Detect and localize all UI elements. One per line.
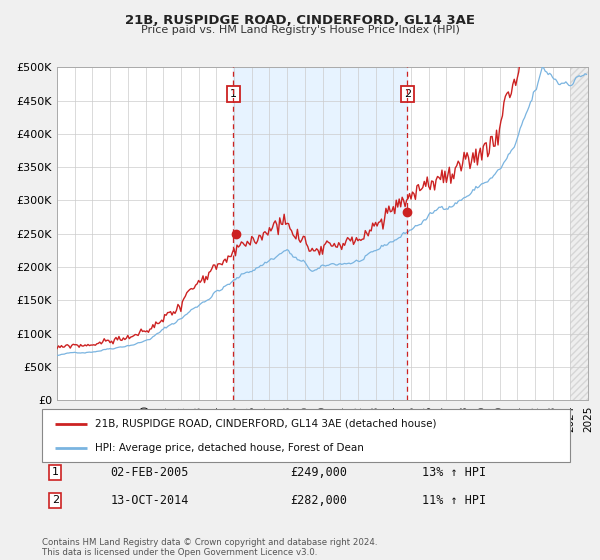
Text: Contains HM Land Registry data © Crown copyright and database right 2024.
This d: Contains HM Land Registry data © Crown c… (42, 538, 377, 557)
Text: 2: 2 (404, 89, 411, 99)
Text: Price paid vs. HM Land Registry's House Price Index (HPI): Price paid vs. HM Land Registry's House … (140, 25, 460, 35)
Text: 13-OCT-2014: 13-OCT-2014 (110, 493, 189, 507)
Text: 2: 2 (52, 495, 59, 505)
Text: 1: 1 (52, 467, 59, 477)
Bar (570, 67, 588, 400)
Text: HPI: Average price, detached house, Forest of Dean: HPI: Average price, detached house, Fore… (95, 443, 364, 453)
Text: 21B, RUSPIDGE ROAD, CINDERFORD, GL14 3AE (detached house): 21B, RUSPIDGE ROAD, CINDERFORD, GL14 3AE… (95, 419, 436, 429)
Text: 02-FEB-2005: 02-FEB-2005 (110, 465, 189, 479)
FancyBboxPatch shape (42, 409, 570, 462)
Text: 21B, RUSPIDGE ROAD, CINDERFORD, GL14 3AE: 21B, RUSPIDGE ROAD, CINDERFORD, GL14 3AE (125, 14, 475, 27)
Text: £282,000: £282,000 (290, 493, 347, 507)
Text: £249,000: £249,000 (290, 465, 347, 479)
Text: 11% ↑ HPI: 11% ↑ HPI (422, 493, 486, 507)
Text: 1: 1 (230, 89, 236, 99)
Bar (233, 67, 407, 400)
Text: 13% ↑ HPI: 13% ↑ HPI (422, 465, 486, 479)
